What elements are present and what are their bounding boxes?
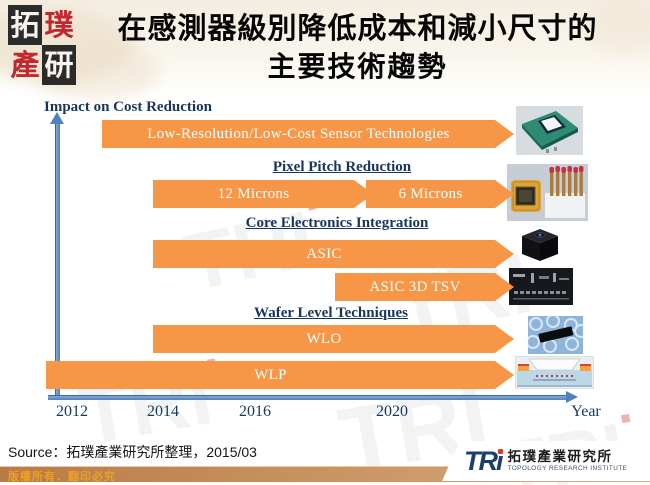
photo-sensor-vs-matchbox (507, 164, 588, 221)
photo-wafer-level-package (514, 355, 595, 390)
timeline-bar-label: 6 Microns (398, 185, 463, 202)
timeline-bar-wlo: WLO (153, 325, 514, 353)
x-axis (48, 395, 568, 400)
slide-title: 在感測器級別降低成本和減小尺寸的 主要技術趨勢 (105, 8, 610, 86)
photo-camera-module-cube (515, 224, 565, 266)
footer-logo-english-name: TOPOLOGY RESEARCH INSTITUTE (507, 464, 628, 472)
photo-wafer-level-optics (526, 314, 588, 354)
banner-texture-blob (585, 0, 650, 55)
timeline-bar-low-resolution-low-cost-sensor-technologies: Low-Resolution/Low-Cost Sensor Technolog… (102, 120, 514, 148)
seal-char-bottom-right: 研 (42, 45, 76, 85)
x-axis-tick-year: Year (571, 403, 601, 420)
x-axis-arrowhead-icon (566, 391, 578, 403)
copyright-text: 版權所有．翻印必究 (8, 471, 116, 483)
x-axis-tick-2020: 2020 (376, 403, 408, 420)
x-axis-tick-2016: 2016 (239, 403, 271, 420)
header-banner (0, 0, 650, 100)
seal-char-bottom-left: 產 (10, 47, 40, 82)
footer-logo-chinese-name: 拓璞產業研究所 (507, 448, 613, 465)
timeline-bar-label: Low-Resolution/Low-Cost Sensor Technolog… (147, 125, 450, 142)
source-note: Source：拓璞產業研究所整理，2015/03 (8, 444, 257, 460)
x-axis-tick-2012: 2012 (56, 403, 88, 420)
timeline-bar-label: 12 Microns (217, 185, 290, 202)
title-line-1: 在感測器級別降低成本和減小尺寸的 (117, 11, 598, 45)
tri-seal-logo: 拓 璞 產 研 (8, 5, 76, 85)
tri-footer-logo: TRı 拓璞產業研究所 TOPOLOGY RESEARCH INSTITUTE (442, 441, 650, 481)
timeline-bar-12-microns: 12 Microns (153, 180, 373, 208)
group-heading-wafer-level-techniques: Wafer Level Techniques (254, 305, 408, 321)
timeline-bar-label: WLO (306, 330, 342, 347)
photo-low-res-sensor-chip (516, 106, 583, 155)
timeline-bar-wlp: WLP (46, 361, 514, 389)
tri-wordmark-red-dot-icon (497, 448, 503, 454)
x-axis-tick-2014: 2014 (147, 403, 179, 420)
y-axis-arrowhead-icon (50, 112, 64, 124)
timeline-bar-label: WLP (254, 366, 287, 383)
timeline-bar-label: ASIC 3D TSV (369, 278, 461, 295)
timeline-bar-label: ASIC (306, 245, 342, 262)
group-heading-core-electronics-integration: Core Electronics Integration (245, 215, 429, 231)
y-axis-label: Impact on Cost Reduction (44, 99, 212, 115)
timeline-bar-6-microns: 6 Microns (366, 180, 514, 208)
photo-asic-tsv-cross-section (509, 268, 573, 305)
title-line-2: 主要技術趨勢 (267, 50, 448, 83)
seal-char-top-left: 拓 (8, 5, 42, 45)
timeline-bar-asic: ASIC (153, 240, 514, 268)
tri-wordmark: TRı (464, 445, 503, 476)
seal-char-top-right: 璞 (44, 7, 74, 42)
timeline-bar-asic-3d-tsv: ASIC 3D TSV (335, 273, 514, 301)
y-axis (55, 124, 60, 398)
group-heading-pixel-pitch-reduction: Pixel Pitch Reduction (272, 159, 412, 175)
